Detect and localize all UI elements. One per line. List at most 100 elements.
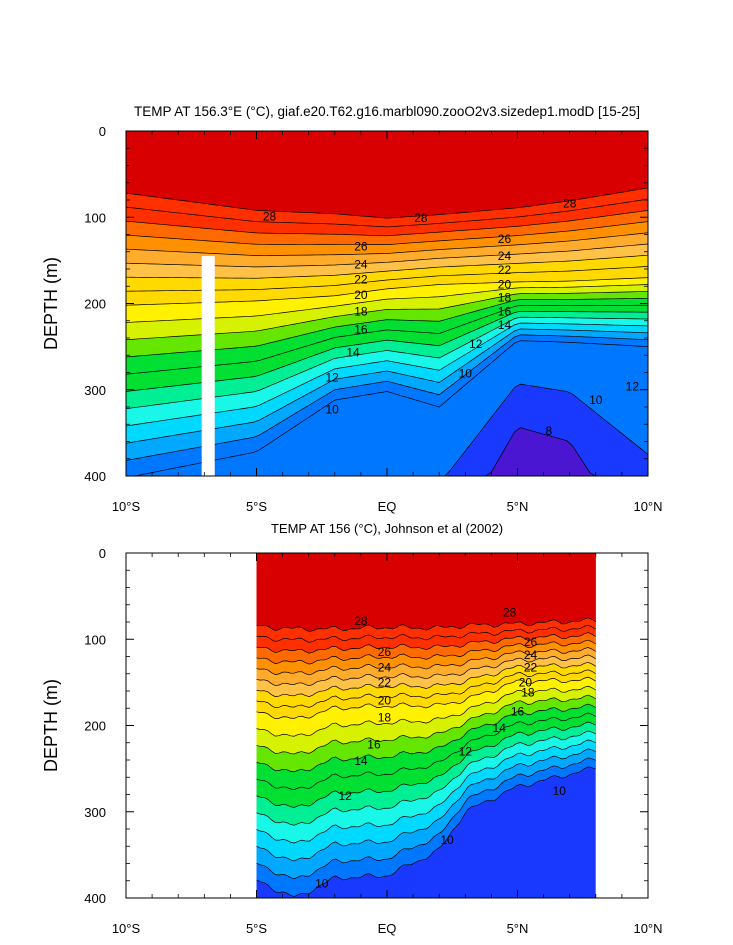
y-tick-label: 300 (84, 805, 106, 820)
contour-label: 12 (469, 337, 483, 351)
isotherm-14 (256, 730, 596, 826)
contour-label: 12 (626, 379, 640, 393)
isotherm-12 (256, 748, 596, 862)
contour-label: 10 (315, 876, 329, 890)
isotherm-18 (256, 694, 596, 755)
isotherm-26 (256, 632, 596, 654)
isotherm-23 (256, 654, 596, 687)
contour-label: 26 (498, 232, 512, 246)
x-tick-label: EQ (378, 921, 397, 936)
contour-label: 28 (503, 606, 517, 620)
contour-label: 18 (498, 290, 512, 304)
contour-label: 10 (553, 784, 567, 798)
contour-label: 14 (346, 346, 360, 360)
y-tick-label: 200 (84, 719, 106, 734)
panel-1: 28 28282626242422222020181816161414121212… (41, 104, 663, 514)
contour-label: 18 (354, 304, 368, 318)
contour-label: 28 (263, 209, 277, 223)
contour-label: 12 (339, 789, 353, 803)
isotherm-9 (126, 383, 648, 476)
contour-label: 22 (354, 272, 368, 286)
contour-label: 26 (524, 635, 538, 649)
contour-label: 28 (563, 196, 577, 210)
contour-label: 14 (493, 721, 507, 735)
contour-label: 20 (378, 693, 392, 707)
isotherm-28 (126, 187, 648, 219)
isotherm-25 (126, 221, 648, 245)
contour-label: 18 (521, 686, 535, 700)
isotherm-11 (256, 757, 596, 880)
contour-label: 20 (354, 288, 368, 302)
x-tick-label: 5°N (507, 499, 529, 514)
isotherm-20 (256, 676, 596, 720)
contour-label: 22 (378, 675, 392, 689)
x-tick-label: 10°N (633, 921, 662, 936)
y-axis-label: DEPTH (m) (41, 257, 61, 350)
y-tick-label: 0 (99, 124, 106, 139)
isotherm-22 (256, 661, 596, 698)
contour-label: 16 (498, 304, 512, 318)
x-tick-label: 10°S (112, 921, 141, 936)
contour-label: 10 (589, 393, 603, 407)
contour-label: 20 (498, 278, 512, 292)
isotherm-15 (256, 721, 596, 808)
y-tick-label: 300 (84, 383, 106, 398)
y-tick-label: 0 (99, 546, 106, 561)
isotherm-26 (126, 210, 648, 237)
fill-above-28 (126, 131, 648, 219)
isotherm-17 (256, 703, 596, 773)
x-tick-label: 5°S (246, 921, 267, 936)
y-tick-label: 100 (84, 632, 106, 647)
x-tick-label: 10°N (633, 499, 662, 514)
contour-label: 14 (354, 754, 368, 768)
contour-lines (256, 617, 596, 897)
y-tick-label: 400 (84, 891, 106, 906)
contour-label: 16 (511, 705, 525, 719)
isotherm-24 (256, 647, 596, 676)
contour-label: 12 (459, 744, 473, 758)
contour-label: 22 (524, 661, 538, 675)
isotherm-19 (256, 685, 596, 737)
contour-label: 16 (354, 322, 368, 336)
panel-2: 2828262624242222202018181616141412121010… (41, 521, 663, 936)
data-gap (201, 256, 215, 476)
y-tick-label: 200 (84, 297, 106, 312)
y-tick-label: 100 (84, 210, 106, 225)
contour-label: 10 (459, 366, 473, 380)
x-tick-label: 10°S (112, 499, 141, 514)
contour-label: 24 (524, 648, 538, 662)
y-axis-label: DEPTH (m) (41, 679, 61, 772)
isotherm-21 (256, 669, 596, 709)
contour-label: 28 (414, 211, 428, 225)
contour-label: 22 (498, 263, 512, 277)
isotherm-16 (256, 712, 596, 791)
contour-label: 12 (326, 371, 340, 385)
x-tick-label: EQ (378, 499, 397, 514)
contour-label: 10 (440, 833, 454, 847)
x-tick-label: 5°N (507, 921, 529, 936)
isotherm-24 (126, 232, 648, 256)
chart-title: TEMP AT 156.3°E (°C), giaf.e20.T62.g16.m… (134, 104, 640, 119)
isotherm-8 (126, 427, 648, 476)
contour-fills (126, 131, 648, 476)
contour-label: 8 (545, 424, 552, 438)
contour-label: 10 (326, 403, 340, 417)
contour-label: 26 (354, 240, 368, 254)
contour-label: 16 (367, 737, 381, 751)
contour-label: 14 (498, 318, 512, 332)
contour-fills (256, 553, 596, 898)
isotherm-27 (126, 198, 648, 228)
fill-above-28 (256, 553, 596, 632)
isotherm-13 (256, 739, 596, 844)
y-tick-label: 400 (84, 469, 106, 484)
surface-fill (256, 553, 596, 556)
contour-label: 24 (498, 249, 512, 263)
x-tick-label: 5°S (246, 499, 267, 514)
isotherm-25 (256, 639, 596, 665)
isotherm-28 (256, 617, 596, 632)
contour-label: 26 (378, 645, 392, 659)
isotherm-10 (256, 766, 596, 897)
contour-label: 24 (354, 258, 368, 272)
